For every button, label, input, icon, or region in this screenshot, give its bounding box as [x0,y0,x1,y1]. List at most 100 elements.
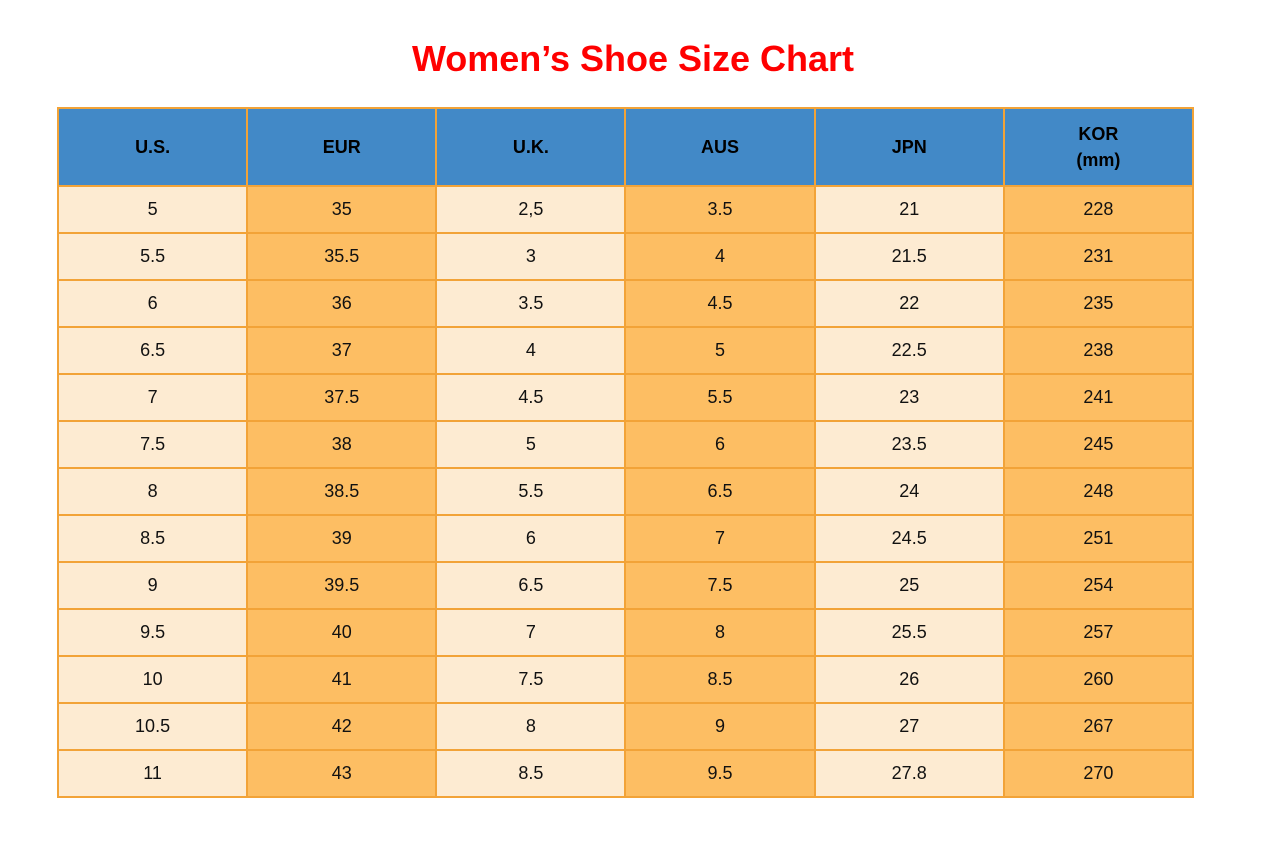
column-header-label: JPN [891,136,927,157]
table-row: 8 38.5 5.5 6.5 24 248 [56,467,1195,516]
column-header-eur: EUR [246,107,438,187]
table-cell: 4.5 [435,373,627,422]
table-cell: 8 [56,467,249,516]
table-cell: 251 [1002,514,1195,563]
table-cell: 2,5 [435,185,627,234]
table-cell: 5 [56,185,249,234]
table-cell: 8 [624,608,816,657]
column-header-label: AUS [701,136,740,157]
table-cell: 6.5 [56,326,249,375]
column-header-aus: AUS [624,107,816,187]
table-cell: 38.5 [246,467,438,516]
table-row: 7.5 38 5 6 23.5 245 [56,420,1195,469]
table-cell: 241 [1002,373,1195,422]
column-header-uk: U.K. [435,107,627,187]
column-header-sublabel: (mm) [1076,150,1121,170]
table-row: 8.5 39 6 7 24.5 251 [56,514,1195,563]
column-header-jpn: JPN [813,107,1005,187]
table-cell: 10.5 [56,702,249,751]
column-header-us: U.S. [56,107,249,187]
table-cell: 9.5 [624,749,816,798]
table-cell: 6 [56,279,249,328]
table-row: 10 41 7.5 8.5 26 260 [56,655,1195,704]
table-cell: 24.5 [813,514,1005,563]
table-cell: 7.5 [624,561,816,610]
table-cell: 8 [435,702,627,751]
column-header-kor: KOR (mm) [1002,107,1195,187]
table-cell: 27.8 [813,749,1005,798]
table-cell: 238 [1002,326,1195,375]
table-header-row: U.S. EUR U.K. AUS JPN KOR (mm) [56,107,1195,187]
table-cell: 42 [246,702,438,751]
table-cell: 38 [246,420,438,469]
table-cell: 25 [813,561,1005,610]
table-cell: 260 [1002,655,1195,704]
table-cell: 231 [1002,232,1195,281]
table-cell: 7 [624,514,816,563]
table-cell: 40 [246,608,438,657]
table-cell: 9.5 [56,608,249,657]
table-row: 9.5 40 7 8 25.5 257 [56,608,1195,657]
table-cell: 254 [1002,561,1195,610]
table-cell: 3 [435,232,627,281]
table-cell: 245 [1002,420,1195,469]
table-cell: 23.5 [813,420,1005,469]
table-cell: 6.5 [624,467,816,516]
table-cell: 248 [1002,467,1195,516]
table-cell: 5.5 [624,373,816,422]
table-cell: 235 [1002,279,1195,328]
table-cell: 8.5 [435,749,627,798]
shoe-size-table: U.S. EUR U.K. AUS JPN KOR (mm) [56,107,1195,798]
table-cell: 22 [813,279,1005,328]
column-header-label: U.K. [512,136,549,157]
table-cell: 8.5 [56,514,249,563]
table-cell: 11 [56,749,249,798]
table-cell: 27 [813,702,1005,751]
table-cell: 37.5 [246,373,438,422]
table-cell: 22.5 [813,326,1005,375]
table-row: 7 37.5 4.5 5.5 23 241 [56,373,1195,422]
table-row: 11 43 8.5 9.5 27.8 270 [56,749,1195,798]
table-cell: 6.5 [435,561,627,610]
table-cell: 228 [1002,185,1195,234]
table-cell: 4 [624,232,816,281]
table-cell: 6 [435,514,627,563]
table-cell: 9 [624,702,816,751]
page-title: Women’s Shoe Size Chart [411,38,855,79]
table-cell: 7.5 [56,420,249,469]
table-row: 6 36 3.5 4.5 22 235 [56,279,1195,328]
table-cell: 10 [56,655,249,704]
table-cell: 41 [246,655,438,704]
table-cell: 270 [1002,749,1195,798]
table-row: 5 35 2,5 3.5 21 228 [56,185,1195,234]
table-cell: 21.5 [813,232,1005,281]
table-cell: 5.5 [56,232,249,281]
table-cell: 24 [813,467,1005,516]
table-cell: 8.5 [624,655,816,704]
table-cell: 5 [435,420,627,469]
table-cell: 7.5 [435,655,627,704]
table-cell: 23 [813,373,1005,422]
table-cell: 43 [246,749,438,798]
table-cell: 3.5 [624,185,816,234]
table-row: 9 39.5 6.5 7.5 25 254 [56,561,1195,610]
table-body: 5 35 2,5 3.5 21 228 5.5 35.5 3 4 21.5 231 6 36 3.5 4.5 2… [56,185,1195,798]
table-cell: 4.5 [624,279,816,328]
table-cell: 36 [246,279,438,328]
table-row: 10.5 42 8 9 27 267 [56,702,1195,751]
table-cell: 39 [246,514,438,563]
column-header-label: EUR [322,136,361,157]
table-cell: 4 [435,326,627,375]
table-cell: 26 [813,655,1005,704]
table-cell: 35 [246,185,438,234]
table-cell: 6 [624,420,816,469]
table-cell: 21 [813,185,1005,234]
table-cell: 257 [1002,608,1195,657]
column-header-label: KOR [1078,123,1119,144]
table-cell: 37 [246,326,438,375]
table-cell: 7 [435,608,627,657]
table-cell: 7 [56,373,249,422]
table-cell: 9 [56,561,249,610]
table-cell: 3.5 [435,279,627,328]
